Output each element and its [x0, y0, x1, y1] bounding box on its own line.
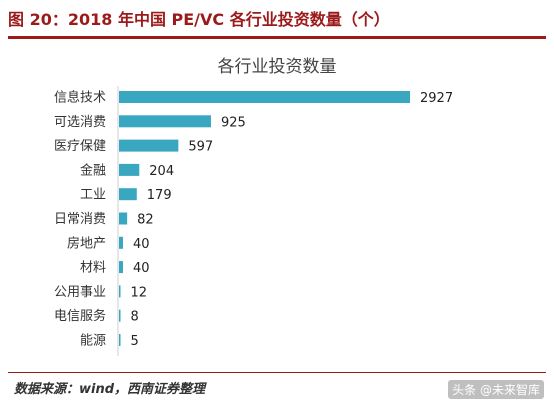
- category-label: 工业: [80, 188, 106, 203]
- category-label: 医疗保健: [54, 139, 106, 154]
- bars-group: 信息技术 2927 可选消费 925 医疗保健 597 金融 204 工业 179 日常消费 82 房地…: [54, 90, 453, 350]
- bar: [119, 139, 179, 152]
- source-rule: [8, 372, 546, 373]
- value-label: 925: [221, 115, 246, 130]
- value-label: 597: [188, 140, 213, 155]
- value-label: 8: [131, 310, 139, 325]
- value-label: 179: [147, 188, 172, 203]
- value-label: 5: [131, 334, 139, 349]
- title-rule: [8, 36, 546, 39]
- bar: [119, 163, 140, 176]
- bar: [119, 91, 410, 103]
- category-label: 日常消费: [54, 212, 106, 227]
- value-label: 40: [133, 261, 150, 276]
- watermark: 头条 @未来智库: [448, 380, 544, 399]
- value-label: 204: [149, 164, 174, 179]
- bar: [119, 285, 121, 298]
- bar: [119, 188, 137, 201]
- source-note: 数据来源：wind，西南证券整理: [14, 382, 206, 397]
- bar: [119, 309, 121, 322]
- bar: [119, 115, 211, 128]
- category-label: 可选消费: [54, 115, 106, 130]
- category-label: 信息技术: [54, 90, 106, 106]
- value-label: 82: [137, 213, 154, 228]
- value-label: 2927: [420, 91, 453, 106]
- bar: [119, 236, 123, 249]
- bar-chart: 各行业投资数量 信息技术 2927 可选消费 925 医疗保健 597 金融 204 工业 179…: [54, 57, 453, 356]
- category-label: 电信服务: [54, 308, 106, 324]
- value-label: 40: [133, 237, 150, 252]
- value-label: 12: [131, 285, 148, 300]
- bar: [119, 212, 128, 225]
- category-label: 房地产: [67, 235, 106, 251]
- category-label: 能源: [80, 334, 106, 349]
- category-label: 材料: [80, 261, 106, 276]
- figure-title: 图 20：2018 年中国 PE/VC 各行业投资数量（个）: [8, 10, 390, 29]
- category-label: 公用事业: [54, 285, 106, 300]
- bar: [119, 261, 123, 274]
- chart-title: 各行业投资数量: [218, 57, 337, 77]
- bar: [119, 334, 121, 346]
- category-label: 金融: [80, 162, 106, 178]
